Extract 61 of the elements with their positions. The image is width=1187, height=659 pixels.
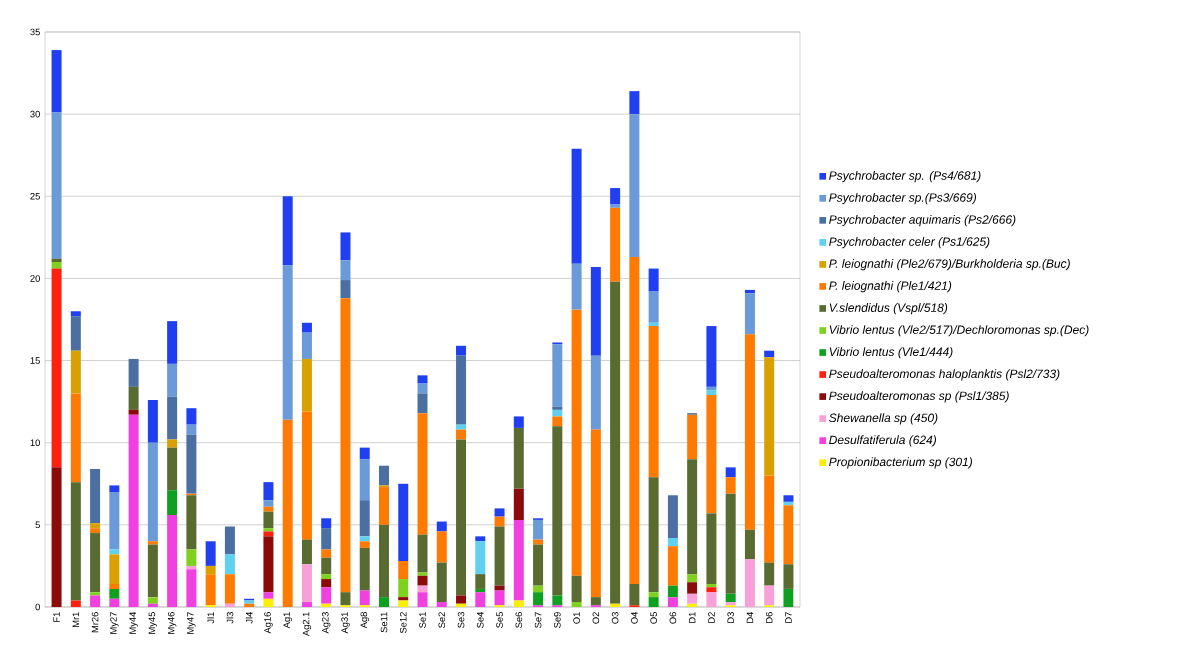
y-tick-label: 35	[30, 28, 40, 36]
x-tick-label: Jl3	[226, 612, 234, 624]
x-tick-label: Ag8	[360, 612, 369, 629]
x-tick-label: Mr1	[72, 612, 80, 627]
legend-label: Vibrio lentus (Vle1/444)	[829, 347, 953, 359]
x-tick-label: Ag2.1	[302, 612, 312, 637]
x-tick-label: Ag31	[341, 612, 350, 634]
x-tick-label: O1	[573, 612, 580, 624]
x-tick-label: My47	[187, 612, 196, 634]
x-tick-label: O5	[650, 612, 657, 624]
y-tick-label: 10	[30, 439, 40, 446]
x-tick-label: D4	[746, 611, 754, 623]
x-tick-label: Se2	[438, 612, 446, 628]
x-tick-label: O2	[592, 612, 600, 624]
legend-label: P. leiognathi (Ple1/421)	[829, 281, 952, 293]
x-tick-label: O4	[631, 611, 638, 624]
x-tick-label: D7	[785, 612, 792, 623]
x-tick-label: Se3	[457, 612, 465, 628]
legend-label: Shewanella sp (450)	[829, 413, 938, 425]
x-tick-label: Se6	[515, 612, 523, 628]
x-tick-label: Jl4	[245, 611, 253, 624]
legend-label: Psychrobacter sp.(Ps3/669)	[829, 192, 977, 205]
x-tick-label: D3	[727, 612, 734, 623]
x-tick-label: D1	[688, 612, 696, 623]
x-tick-label: My46	[167, 612, 177, 634]
x-tick-label: Se4	[477, 611, 484, 628]
y-tick-label: 25	[30, 192, 40, 200]
x-tick-label: Ag23	[322, 612, 331, 634]
legend-label: Desulfatiferula (624)	[829, 435, 937, 447]
y-tick-label: 0	[35, 603, 40, 611]
x-tick-label: Se11	[380, 612, 388, 633]
legend-label: Pseudoalteromonas haloplanktis (Psl2/733)	[829, 369, 1060, 381]
x-tick-label: Ag16	[264, 612, 273, 634]
legend-label: Pseudoalteromonas sp (Psl1/385)	[829, 391, 1009, 403]
x-tick-label: O6	[669, 612, 677, 624]
x-tick-label: Se7	[534, 612, 542, 628]
x-tick-label: Ag1	[283, 612, 292, 629]
x-tick-label: D6	[765, 612, 773, 623]
y-tick-label: 30	[30, 110, 40, 118]
x-tick-label: Se1	[419, 612, 426, 628]
legend-label: Propionibacterium sp (301)	[829, 457, 973, 469]
y-tick-label: 5	[35, 521, 40, 529]
x-tick-label: Se5	[496, 612, 503, 628]
legend-label: Psychrobacter celer (Ps1/625)	[829, 237, 990, 249]
x-tick-label: F1	[53, 612, 60, 622]
legend-label: Psychrobacter sp. (Ps4/681)	[829, 170, 981, 183]
x-tick-label: Jl1	[207, 612, 215, 624]
x-tick-label: Se9	[554, 612, 561, 628]
x-tick-label: My27	[110, 612, 119, 634]
y-tick-label: 15	[30, 357, 40, 364]
x-tick-label: Se12	[399, 612, 407, 634]
legend-label: V.slendidus (Vspl/518)	[829, 303, 948, 315]
y-tick-label: 20	[30, 275, 40, 282]
x-tick-label: O3	[611, 612, 619, 624]
x-tick-label: D2	[708, 612, 715, 623]
x-tick-label: Mr26	[91, 612, 99, 633]
legend-label: Vibrio lentus (Vle2/517)/Dechloromonas sp.(Dec)	[829, 325, 1089, 337]
x-tick-label: My44	[129, 611, 138, 634]
legend-label: P. leiognathi (Ple2/679)/Burkholderia sp.(Buc)	[829, 259, 1070, 271]
legend-label: Psychrobacter aquimaris (Ps2/666)	[829, 215, 1016, 227]
x-tick-label: My45	[148, 612, 158, 634]
